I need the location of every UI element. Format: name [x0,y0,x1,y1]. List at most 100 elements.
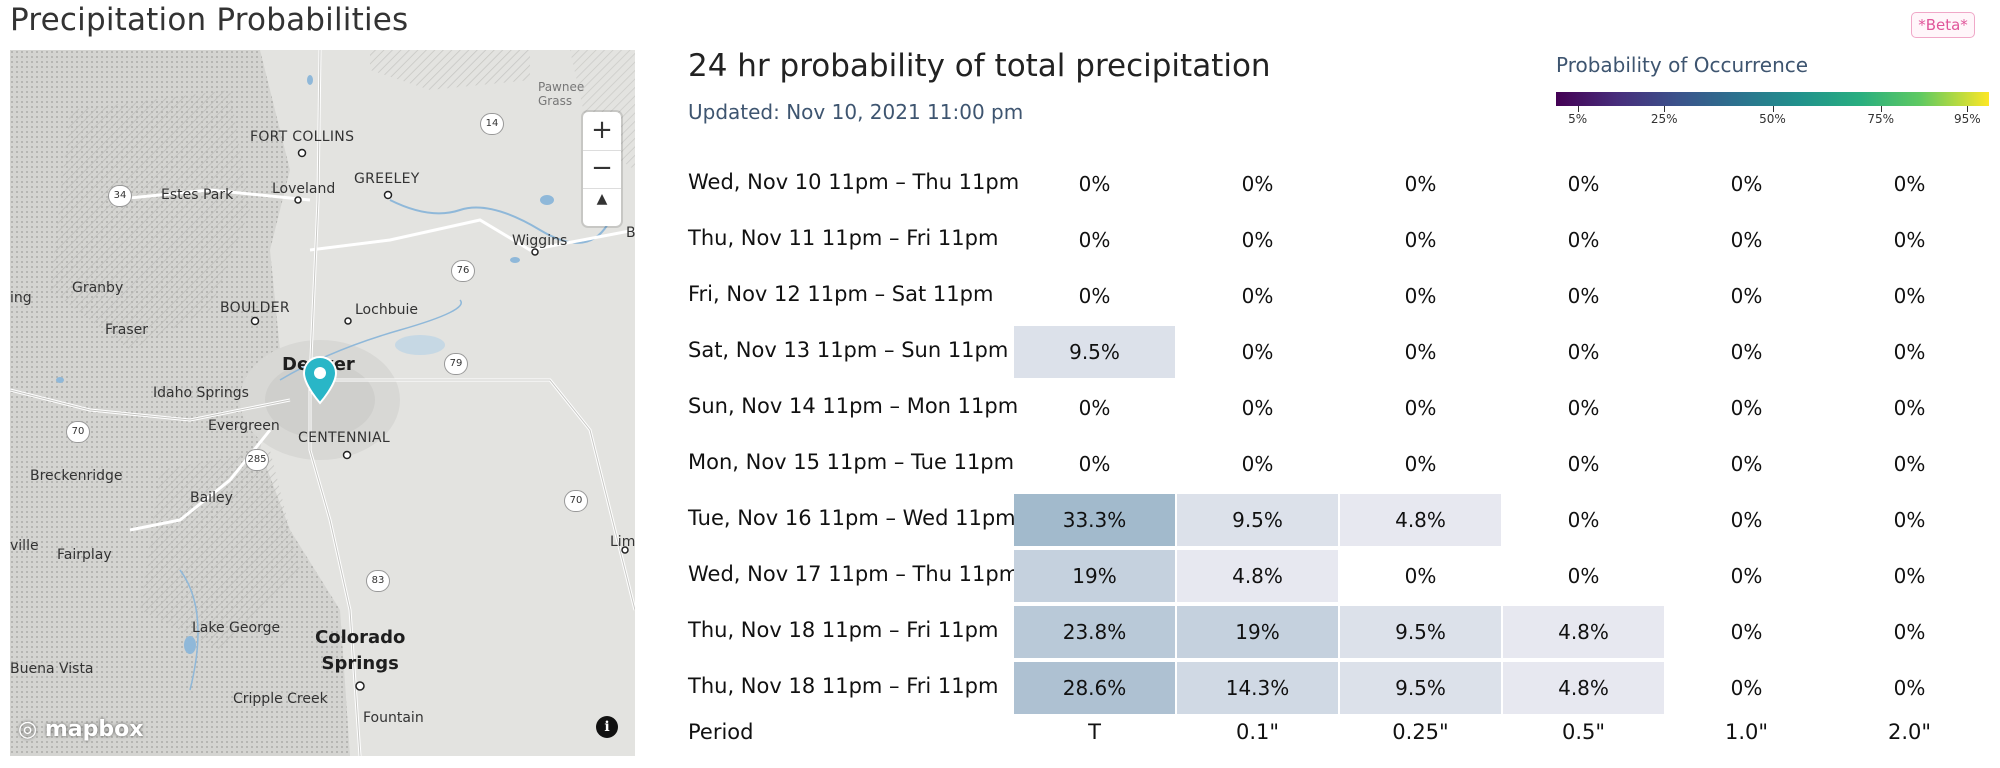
probability-cell: 4.8% [1503,662,1664,714]
map-label-cripple-creek: Cripple Creek [233,691,328,707]
threshold-column-header: 2.0" [1887,720,1932,744]
probability-cell: 0% [1730,676,1763,700]
row-period-label: Sat, Nov 13 11pm – Sun 11pm [688,338,1009,362]
route-shield: 285 [245,449,269,471]
row-period-label: Thu, Nov 18 11pm – Fri 11pm [688,618,999,642]
probability-cell: 0% [1078,396,1111,420]
compass-button[interactable]: ▲ [583,188,621,228]
location-pin-icon[interactable] [302,355,338,405]
probability-cell: 0% [1567,284,1600,308]
route-shield: 14 [480,113,504,135]
legend-tick-label: 5% [1568,112,1588,126]
probability-cell: 0% [1404,452,1437,476]
map-label-bailey: Bailey [190,490,233,506]
probability-cell: 9.5% [1340,662,1501,714]
probability-cell: 0% [1404,564,1437,588]
probability-cell: 0% [1730,172,1763,196]
map-label-idaho-springs: Idaho Springs [153,385,249,401]
probability-cell: 0% [1241,172,1274,196]
map-label-fraser: Fraser [105,322,149,338]
threshold-column-header: 0.25" [1392,720,1449,744]
info-icon[interactable]: i [596,716,618,738]
probability-cell: 0% [1893,228,1926,252]
route-shield: 70 [66,421,90,443]
route-shield: 83 [366,570,390,592]
map-label-centennial: CENTENNIAL [298,430,390,446]
threshold-column-header: 0.5" [1561,720,1606,744]
probability-cell: 28.6% [1014,662,1175,714]
probability-cell: 0% [1567,172,1600,196]
map-label-lochbuie: Lochbuie [355,302,418,318]
probability-cell: 0% [1241,284,1274,308]
row-period-label: Wed, Nov 10 11pm – Thu 11pm [688,170,1020,194]
legend-tick [1772,106,1774,112]
probability-cell: 0% [1078,452,1111,476]
map-label-edge-ville: ville [10,538,39,554]
map-label-breckenridge: Breckenridge [30,468,123,484]
mapbox-logo[interactable]: ◎ mapbox [18,717,143,742]
legend-tick-label: 75% [1867,112,1895,126]
zoom-control: + − ▲ [583,112,621,226]
mapbox-attribution: mapbox [44,717,144,742]
map-label-loveland: Loveland [272,181,336,197]
probability-cell: 0% [1567,452,1600,476]
row-period-label: Sun, Nov 14 11pm – Mon 11pm [688,394,1019,418]
row-period-label: Thu, Nov 18 11pm – Fri 11pm [688,674,999,698]
beta-badge: *Beta* [1911,12,1975,38]
page-title: Precipitation Probabilities [10,2,409,38]
probability-cell: 4.8% [1177,550,1338,602]
updated-timestamp: Updated: Nov 10, 2021 11:00 pm [688,100,1024,124]
probability-cell: 0% [1567,564,1600,588]
row-period-label: Tue, Nov 16 11pm – Wed 11pm [688,506,1016,530]
map-label-boulder: BOULDER [220,300,290,316]
map-label-pawnee: Pawnee Grass [538,80,585,108]
map-label-evergreen: Evergreen [208,418,280,434]
legend-tick [1880,106,1882,112]
probability-cell: 0% [1730,564,1763,588]
map-label-estes-park: Estes Park [161,187,234,203]
row-period-label: Fri, Nov 12 11pm – Sat 11pm [688,282,994,306]
probability-cell: 4.8% [1340,494,1501,546]
map-label-colorado-springs: Colorado Springs [315,627,406,674]
probability-cell: 0% [1567,228,1600,252]
row-period-label: Wed, Nov 17 11pm – Thu 11pm [688,562,1020,586]
threshold-column-header: 0.1" [1235,720,1280,744]
probability-cell: 0% [1404,340,1437,364]
probability-cell: 0% [1567,340,1600,364]
probability-cell: 19% [1177,606,1338,658]
map-label-buena-vista: Buena Vista [10,661,94,677]
route-shield: 70 [564,490,588,512]
route-shield: 34 [108,185,132,207]
period-column-header: Period [688,720,754,744]
route-shield: 79 [444,353,468,375]
probability-cell: 0% [1893,340,1926,364]
probability-cell: 9.5% [1014,326,1175,378]
probability-cell: 0% [1893,508,1926,532]
legend-tick [1664,106,1666,112]
map-label-lake-george: Lake George [192,620,281,636]
zoom-out-button[interactable]: − [583,150,621,189]
map-label-fort-collins: FORT COLLINS [250,129,355,145]
probability-cell: 0% [1241,396,1274,420]
zoom-in-button[interactable]: + [583,112,621,151]
legend-tick-label: 95% [1954,112,1981,126]
route-shield: 76 [451,260,475,282]
map-label-edge-ing: ing [10,290,32,306]
map-label-edge-lim: Lim [610,534,635,550]
legend-title: Probability of Occurrence [1556,53,1809,77]
legend-tick-label: 25% [1650,112,1678,126]
probability-cell: 0% [1730,340,1763,364]
threshold-column-header: T [1088,720,1101,744]
probability-cell: 0% [1730,396,1763,420]
probability-cell: 19% [1014,550,1175,602]
probability-cell: 0% [1730,228,1763,252]
probability-cell: 0% [1404,228,1437,252]
row-period-label: Thu, Nov 11 11pm – Fri 11pm [688,226,999,250]
legend-tick-label: 50% [1759,112,1786,126]
probability-cell: 0% [1730,508,1763,532]
probability-cell: 4.8% [1503,606,1664,658]
legend-tick [1967,106,1969,112]
map-label-greeley: GREELEY [354,171,420,187]
forecast-title: 24 hr probability of total precipitation [688,48,1271,84]
map[interactable]: FORT COLLINS GREELEY Loveland Estes Park… [10,50,635,756]
